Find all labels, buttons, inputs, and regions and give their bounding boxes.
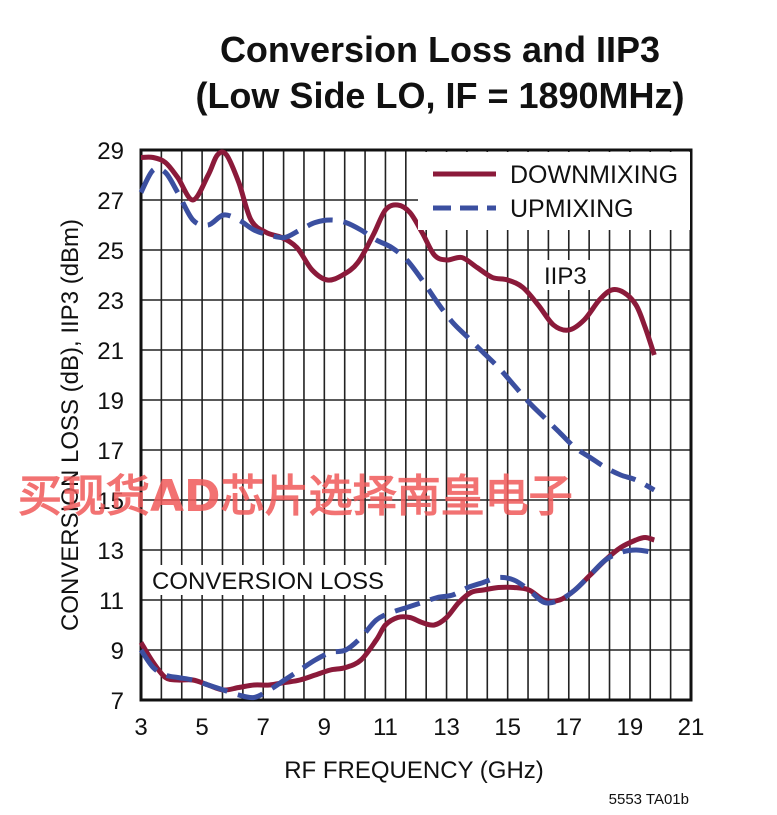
x-tick-label: 9 xyxy=(318,714,331,741)
series-upmixing-conversion-loss xyxy=(138,547,655,701)
x-tick-label: 15 xyxy=(494,714,521,741)
chart-subtitle: (Low Side LO, IF = 1890MHz) xyxy=(195,75,684,116)
series-lines xyxy=(138,149,657,701)
x-tick-label: 19 xyxy=(617,714,644,741)
series-upmixing-iip3 xyxy=(138,165,656,493)
y-tick-label: 23 xyxy=(97,288,124,315)
x-tick-label: 5 xyxy=(195,714,208,741)
x-tick-label: 11 xyxy=(373,714,398,741)
x-tick-label: 13 xyxy=(433,714,460,741)
legend-background xyxy=(418,152,690,230)
x-tick-label: 17 xyxy=(555,714,582,741)
y-tick-labels: 7 9 11 13 15 17 19 21 23 25 27 29 xyxy=(97,138,124,715)
y-tick-label: 11 xyxy=(99,588,124,615)
y-tick-label: 21 xyxy=(97,338,124,365)
x-tick-label: 7 xyxy=(257,714,270,741)
annotation-conversion-loss-group: CONVERSION LOSS xyxy=(148,565,390,595)
figure-code: 5553 TA01b xyxy=(609,791,689,808)
legend: DOWNMIXING UPMIXING xyxy=(418,152,690,230)
y-tick-label: 7 xyxy=(111,688,124,715)
x-tick-label: 21 xyxy=(678,714,705,741)
chart-title: Conversion Loss and IIP3 xyxy=(220,29,660,70)
y-tick-label: 15 xyxy=(97,488,124,515)
y-tick-label: 29 xyxy=(97,138,124,165)
annotation-iip3: IIP3 xyxy=(544,263,587,290)
series-downmixing-iip3 xyxy=(140,149,657,356)
y-tick-label: 13 xyxy=(97,538,124,565)
annotation-conversion-loss-background xyxy=(148,565,390,595)
legend-label-downmixing: DOWNMIXING xyxy=(510,161,678,189)
annotation-iip3-group: IIP3 xyxy=(538,260,596,290)
legend-label-upmixing: UPMIXING xyxy=(510,195,634,223)
plot-frame xyxy=(139,148,693,702)
y-axis-label: CONVERSION LOSS (dB), IIP3 (dBm) xyxy=(57,219,84,631)
y-tick-label: 9 xyxy=(111,638,124,665)
x-tick-labels: 3 5 7 9 11 13 15 17 19 21 xyxy=(134,714,704,741)
y-tick-label: 17 xyxy=(97,438,124,465)
series-downmixing-conversion-loss xyxy=(138,535,656,693)
annotation-conversion-loss: CONVERSION LOSS xyxy=(152,568,384,595)
watermark: 买现货AD芯片选择南皇电子 xyxy=(18,471,573,522)
y-tick-label: 19 xyxy=(97,388,124,415)
annotation-iip3-background xyxy=(538,260,596,290)
y-tick-label: 27 xyxy=(97,188,124,215)
y-tick-label: 25 xyxy=(97,238,124,265)
x-tick-label: 3 xyxy=(134,714,147,741)
x-axis-label: RF FREQUENCY (GHz) xyxy=(284,757,544,784)
